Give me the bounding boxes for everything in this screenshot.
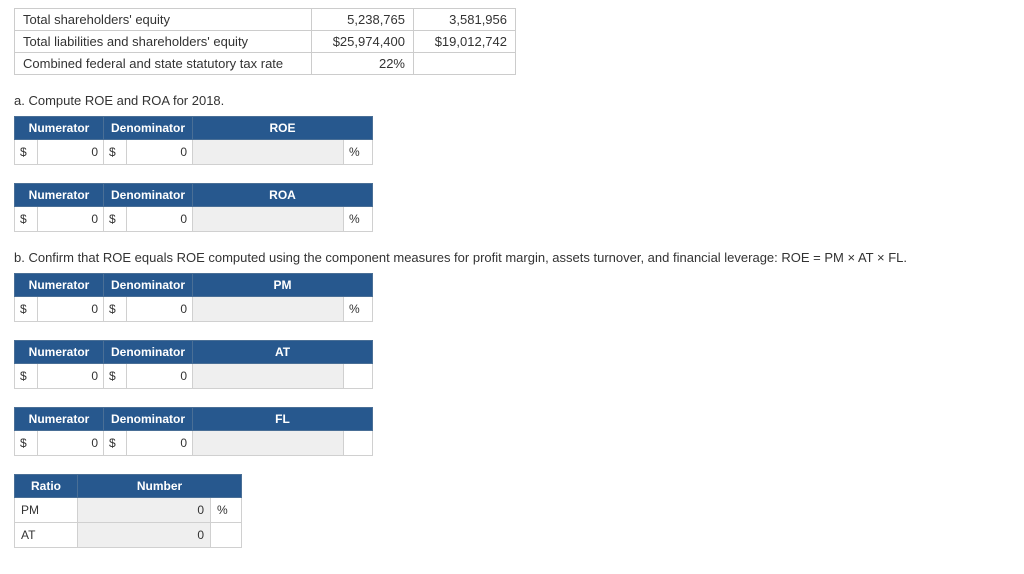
roa-unit: % xyxy=(344,207,373,232)
ratio-value[interactable]: 0 xyxy=(78,498,211,523)
roa-num-cur[interactable]: $ xyxy=(15,207,38,232)
ratio-label: AT xyxy=(15,523,78,548)
row-col2: $19,012,742 xyxy=(414,31,516,53)
pm-den-cur[interactable]: $ xyxy=(104,297,127,322)
row-col2: 3,581,956 xyxy=(414,9,516,31)
ratio-unit xyxy=(211,523,242,548)
hdr-numerator: Numerator xyxy=(15,184,104,207)
row-label: Combined federal and state statutory tax… xyxy=(15,53,312,75)
hdr-denominator: Denominator xyxy=(104,408,193,431)
hdr-at: AT xyxy=(193,341,373,364)
row-col1: 5,238,765 xyxy=(312,9,414,31)
at-table: Numerator Denominator AT $ 0 $ 0 xyxy=(14,340,373,389)
hdr-number: Number xyxy=(78,475,242,498)
fl-den-val[interactable]: 0 xyxy=(127,431,193,456)
roe-num-val[interactable]: 0 xyxy=(38,140,104,165)
hdr-pm: PM xyxy=(193,274,373,297)
at-unit xyxy=(344,364,373,389)
pm-num-cur[interactable]: $ xyxy=(15,297,38,322)
roe-unit: % xyxy=(344,140,373,165)
ratio-label: PM xyxy=(15,498,78,523)
roe-num-cur[interactable]: $ xyxy=(15,140,38,165)
roe-table: Numerator Denominator ROE $ 0 $ 0 % xyxy=(14,116,373,165)
row-col1: 22% xyxy=(312,53,414,75)
table-row: Total liabilities and shareholders' equi… xyxy=(15,31,516,53)
hdr-denominator: Denominator xyxy=(104,274,193,297)
at-num-val[interactable]: 0 xyxy=(38,364,104,389)
ratio-row: PM 0 % xyxy=(15,498,242,523)
row-col1: $25,974,400 xyxy=(312,31,414,53)
hdr-fl: FL xyxy=(193,408,373,431)
fl-unit xyxy=(344,431,373,456)
hdr-denominator: Denominator xyxy=(104,341,193,364)
prompt-b: b. Confirm that ROE equals ROE computed … xyxy=(14,250,1010,265)
at-num-cur[interactable]: $ xyxy=(15,364,38,389)
roa-table: Numerator Denominator ROA $ 0 $ 0 % xyxy=(14,183,373,232)
row-label: Total shareholders' equity xyxy=(15,9,312,31)
hdr-numerator: Numerator xyxy=(15,274,104,297)
pm-den-val[interactable]: 0 xyxy=(127,297,193,322)
roa-den-cur[interactable]: $ xyxy=(104,207,127,232)
roe-result xyxy=(193,140,344,165)
row-col2 xyxy=(414,53,516,75)
hdr-roa: ROA xyxy=(193,184,373,207)
hdr-denominator: Denominator xyxy=(104,184,193,207)
hdr-numerator: Numerator xyxy=(15,408,104,431)
table-row: Combined federal and state statutory tax… xyxy=(15,53,516,75)
at-result xyxy=(193,364,344,389)
fl-num-val[interactable]: 0 xyxy=(38,431,104,456)
roe-den-cur[interactable]: $ xyxy=(104,140,127,165)
roe-den-val[interactable]: 0 xyxy=(127,140,193,165)
fl-den-cur[interactable]: $ xyxy=(104,431,127,456)
roa-den-val[interactable]: 0 xyxy=(127,207,193,232)
hdr-roe: ROE xyxy=(193,117,373,140)
ratio-table: Ratio Number PM 0 % AT 0 xyxy=(14,474,242,548)
at-den-val[interactable]: 0 xyxy=(127,364,193,389)
pm-result xyxy=(193,297,344,322)
table-row: Total shareholders' equity 5,238,765 3,5… xyxy=(15,9,516,31)
roa-num-val[interactable]: 0 xyxy=(38,207,104,232)
at-den-cur[interactable]: $ xyxy=(104,364,127,389)
fl-num-cur[interactable]: $ xyxy=(15,431,38,456)
ratio-value[interactable]: 0 xyxy=(78,523,211,548)
roa-result xyxy=(193,207,344,232)
ratio-unit: % xyxy=(211,498,242,523)
hdr-denominator: Denominator xyxy=(104,117,193,140)
row-label: Total liabilities and shareholders' equi… xyxy=(15,31,312,53)
fl-result xyxy=(193,431,344,456)
fl-table: Numerator Denominator FL $ 0 $ 0 xyxy=(14,407,373,456)
hdr-ratio: Ratio xyxy=(15,475,78,498)
pm-table: Numerator Denominator PM $ 0 $ 0 % xyxy=(14,273,373,322)
financial-table: Total shareholders' equity 5,238,765 3,5… xyxy=(14,8,516,75)
hdr-numerator: Numerator xyxy=(15,117,104,140)
ratio-row: AT 0 xyxy=(15,523,242,548)
pm-unit: % xyxy=(344,297,373,322)
pm-num-val[interactable]: 0 xyxy=(38,297,104,322)
hdr-numerator: Numerator xyxy=(15,341,104,364)
prompt-a: a. Compute ROE and ROA for 2018. xyxy=(14,93,1010,108)
